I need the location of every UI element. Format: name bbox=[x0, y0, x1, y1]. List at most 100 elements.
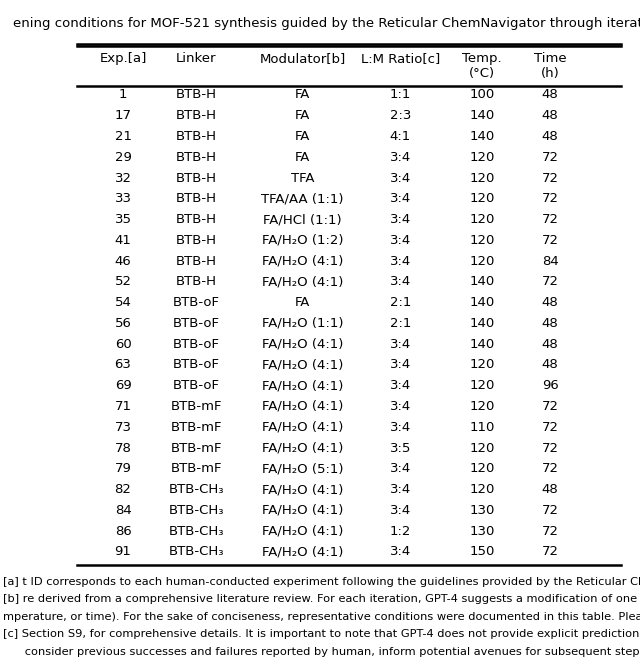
Text: BTB-H: BTB-H bbox=[176, 275, 217, 288]
Text: FA: FA bbox=[295, 130, 310, 143]
Text: FA/H₂O (4:1): FA/H₂O (4:1) bbox=[262, 338, 343, 350]
Text: 120: 120 bbox=[469, 400, 495, 413]
Text: 82: 82 bbox=[115, 483, 131, 496]
Text: FA/H₂O (5:1): FA/H₂O (5:1) bbox=[262, 462, 343, 475]
Text: 3:4: 3:4 bbox=[390, 504, 411, 517]
Text: FA/H₂O (4:1): FA/H₂O (4:1) bbox=[262, 504, 343, 517]
Text: 17: 17 bbox=[115, 109, 132, 122]
Text: 72: 72 bbox=[541, 504, 559, 517]
Text: 41: 41 bbox=[115, 234, 131, 247]
Text: 72: 72 bbox=[541, 275, 559, 288]
Text: [a] t ID corresponds to each human-conducted experiment following the guidelines: [a] t ID corresponds to each human-condu… bbox=[3, 577, 640, 587]
Text: 3:4: 3:4 bbox=[390, 379, 411, 392]
Text: BTB-oF: BTB-oF bbox=[173, 338, 220, 350]
Text: 3:4: 3:4 bbox=[390, 151, 411, 163]
Text: 48: 48 bbox=[541, 109, 559, 122]
Text: BTB-H: BTB-H bbox=[176, 151, 217, 163]
Text: FA: FA bbox=[295, 109, 310, 122]
Text: 3:4: 3:4 bbox=[390, 483, 411, 496]
Text: 120: 120 bbox=[469, 462, 495, 475]
Text: BTB-CH₃: BTB-CH₃ bbox=[169, 525, 224, 537]
Text: 3:4: 3:4 bbox=[390, 400, 411, 413]
Text: BTB-H: BTB-H bbox=[176, 88, 217, 101]
Text: Time
(h): Time (h) bbox=[534, 52, 566, 80]
Text: 2:1: 2:1 bbox=[390, 317, 411, 330]
Text: 48: 48 bbox=[541, 483, 559, 496]
Text: 72: 72 bbox=[541, 151, 559, 163]
Text: 33: 33 bbox=[115, 192, 132, 205]
Text: 120: 120 bbox=[469, 151, 495, 163]
Text: 72: 72 bbox=[541, 213, 559, 226]
Text: BTB-H: BTB-H bbox=[176, 109, 217, 122]
Text: 150: 150 bbox=[469, 545, 495, 558]
Text: BTB-H: BTB-H bbox=[176, 192, 217, 205]
Text: 3:4: 3:4 bbox=[390, 234, 411, 247]
Text: 140: 140 bbox=[470, 130, 495, 143]
Text: BTB-H: BTB-H bbox=[176, 213, 217, 226]
Text: Modulator[b]: Modulator[b] bbox=[259, 52, 346, 64]
Text: 72: 72 bbox=[541, 442, 559, 454]
Text: BTB-CH₃: BTB-CH₃ bbox=[169, 545, 224, 558]
Text: Exp.[a]: Exp.[a] bbox=[99, 52, 147, 64]
Text: BTB-oF: BTB-oF bbox=[173, 379, 220, 392]
Text: 84: 84 bbox=[541, 255, 559, 267]
Text: 96: 96 bbox=[541, 379, 559, 392]
Text: FA: FA bbox=[295, 151, 310, 163]
Text: 72: 72 bbox=[541, 400, 559, 413]
Text: 72: 72 bbox=[541, 462, 559, 475]
Text: BTB-H: BTB-H bbox=[176, 234, 217, 247]
Text: FA: FA bbox=[295, 88, 310, 101]
Text: 71: 71 bbox=[115, 400, 132, 413]
Text: FA/H₂O (4:1): FA/H₂O (4:1) bbox=[262, 525, 343, 537]
Text: 120: 120 bbox=[469, 442, 495, 454]
Text: 120: 120 bbox=[469, 192, 495, 205]
Text: 140: 140 bbox=[470, 296, 495, 309]
Text: 3:4: 3:4 bbox=[390, 172, 411, 184]
Text: 35: 35 bbox=[115, 213, 132, 226]
Text: 72: 72 bbox=[541, 421, 559, 433]
Text: 72: 72 bbox=[541, 234, 559, 247]
Text: 2:1: 2:1 bbox=[390, 296, 411, 309]
Text: Temp.
(°C): Temp. (°C) bbox=[462, 52, 502, 80]
Text: 48: 48 bbox=[541, 358, 559, 371]
Text: FA: FA bbox=[295, 296, 310, 309]
Text: 120: 120 bbox=[469, 483, 495, 496]
Text: FA/H₂O (4:1): FA/H₂O (4:1) bbox=[262, 483, 343, 496]
Text: 140: 140 bbox=[470, 275, 495, 288]
Text: 130: 130 bbox=[469, 525, 495, 537]
Text: BTB-mF: BTB-mF bbox=[171, 421, 222, 433]
Text: 120: 120 bbox=[469, 379, 495, 392]
Text: 48: 48 bbox=[541, 317, 559, 330]
Text: 78: 78 bbox=[115, 442, 131, 454]
Text: 3:5: 3:5 bbox=[390, 442, 411, 454]
Text: BTB-CH₃: BTB-CH₃ bbox=[169, 483, 224, 496]
Text: 3:4: 3:4 bbox=[390, 545, 411, 558]
Text: BTB-mF: BTB-mF bbox=[171, 462, 222, 475]
Text: consider previous successes and failures reported by human, inform potential ave: consider previous successes and failures… bbox=[3, 647, 640, 657]
Text: FA/H₂O (1:1): FA/H₂O (1:1) bbox=[262, 317, 343, 330]
Text: 52: 52 bbox=[115, 275, 132, 288]
Text: L:M Ratio[c]: L:M Ratio[c] bbox=[361, 52, 440, 64]
Text: 46: 46 bbox=[115, 255, 131, 267]
Text: ening conditions for MOF-521 synthesis guided by the Reticular ChemNavigator thr: ening conditions for MOF-521 synthesis g… bbox=[13, 17, 640, 29]
Text: 3:4: 3:4 bbox=[390, 275, 411, 288]
Text: 48: 48 bbox=[541, 88, 559, 101]
Text: 140: 140 bbox=[470, 317, 495, 330]
Text: 54: 54 bbox=[115, 296, 131, 309]
Text: FA/H₂O (4:1): FA/H₂O (4:1) bbox=[262, 379, 343, 392]
Text: mperature, or time). For the sake of conciseness, representative conditions were: mperature, or time). For the sake of con… bbox=[3, 612, 640, 622]
Text: BTB-mF: BTB-mF bbox=[171, 442, 222, 454]
Text: FA/H₂O (4:1): FA/H₂O (4:1) bbox=[262, 358, 343, 371]
Text: BTB-CH₃: BTB-CH₃ bbox=[169, 504, 224, 517]
Text: 120: 120 bbox=[469, 172, 495, 184]
Text: FA/H₂O (4:1): FA/H₂O (4:1) bbox=[262, 421, 343, 433]
Text: 60: 60 bbox=[115, 338, 131, 350]
Text: 100: 100 bbox=[470, 88, 495, 101]
Text: 84: 84 bbox=[115, 504, 131, 517]
Text: 91: 91 bbox=[115, 545, 131, 558]
Text: 3:4: 3:4 bbox=[390, 213, 411, 226]
Text: 3:4: 3:4 bbox=[390, 421, 411, 433]
Text: TFA/AA (1:1): TFA/AA (1:1) bbox=[261, 192, 344, 205]
Text: 79: 79 bbox=[115, 462, 131, 475]
Text: 120: 120 bbox=[469, 255, 495, 267]
